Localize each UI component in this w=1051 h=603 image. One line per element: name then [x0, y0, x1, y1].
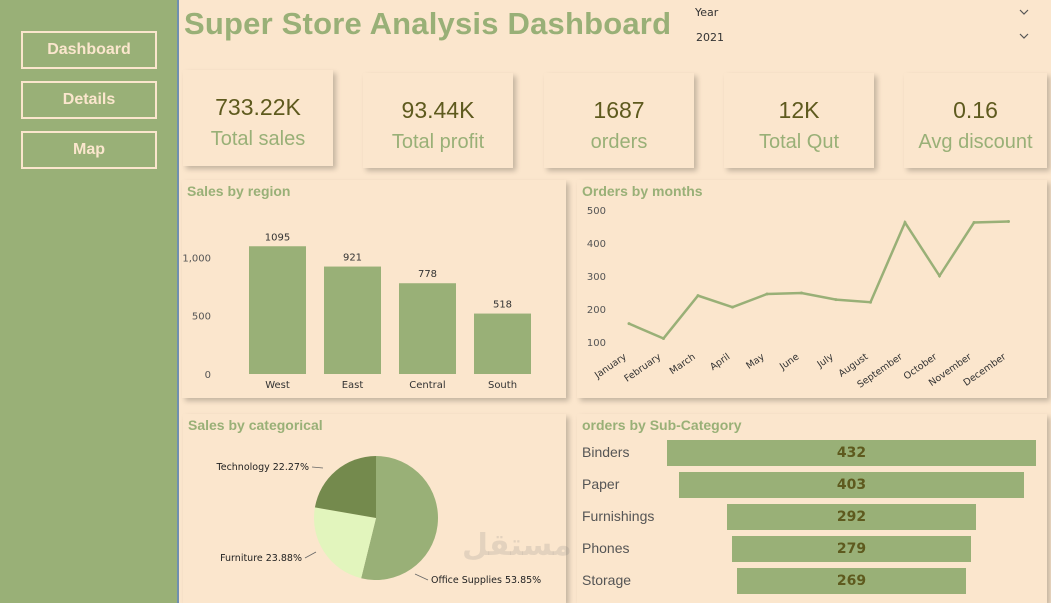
data-point	[1007, 220, 1010, 224]
y-tick-label: 300	[587, 272, 606, 283]
kpi-value: 1687	[593, 97, 645, 123]
x-tick-label: July	[815, 351, 836, 371]
pie-slice	[314, 507, 376, 579]
data-point	[731, 305, 734, 309]
y-tick-label: 1,000	[182, 253, 211, 264]
data-label: 518	[493, 300, 512, 311]
sidebar: Dashboard Details Map	[0, 0, 179, 603]
data-point	[696, 294, 700, 298]
nav-details-button[interactable]: Details	[21, 81, 157, 119]
x-tick-label: East	[342, 380, 364, 391]
x-tick-label: June	[777, 351, 801, 373]
pie-slice	[314, 456, 376, 518]
data-point	[869, 300, 872, 304]
kpi-label: Total profit	[391, 131, 485, 153]
x-tick-label: April	[708, 351, 732, 372]
chevron-down-icon[interactable]	[1019, 7, 1029, 17]
orders-by-months-panel: Orders by months 100 200 300 400 500 January F…	[577, 180, 1047, 398]
kpi-value: 93.44K	[401, 97, 475, 123]
funnel-bar: 269	[736, 568, 967, 594]
kpi-card-avg-discount: 0.16 Avg discount	[904, 73, 1047, 168]
x-tick-label: February	[622, 351, 663, 384]
data-point	[903, 221, 907, 225]
data-point	[627, 322, 631, 326]
kpi-label: orders	[590, 131, 648, 153]
data-point	[972, 221, 976, 225]
slice-label: Technology 22.27%	[216, 462, 309, 473]
panel-title: Sales by categorical	[188, 417, 323, 433]
data-point	[834, 298, 838, 302]
y-tick-label: 200	[587, 305, 606, 316]
funnel-bar: 432	[667, 440, 1036, 466]
subcategory-label: Storage	[582, 572, 632, 588]
data-label: 1095	[265, 232, 290, 243]
chevron-down-icon[interactable]	[1019, 31, 1029, 41]
leader-line	[414, 573, 429, 581]
subcategory-label: Phones	[582, 540, 630, 556]
funnel-bar: 279	[732, 536, 971, 562]
x-tick-label: March	[668, 351, 698, 377]
kpi-card-total-sales: 733.22K Total sales	[183, 70, 333, 166]
series-line	[628, 219, 1009, 340]
leader-line	[304, 551, 317, 559]
kpi-label: Total sales	[210, 128, 306, 150]
bar	[474, 313, 531, 374]
subcategory-label: Binders	[582, 444, 630, 460]
x-tick-label: West	[265, 380, 290, 391]
page-title: Super Store Analysis Dashboard	[184, 6, 672, 41]
y-tick-label: 400	[587, 239, 606, 250]
x-tick-label: South	[488, 380, 517, 391]
bar	[324, 266, 381, 374]
data-label: 921	[343, 253, 362, 264]
data-label: 778	[418, 269, 437, 280]
x-tick-label: May	[744, 351, 767, 371]
data-point	[662, 336, 665, 340]
subcategory-label: Paper	[582, 476, 620, 492]
sales-by-category-panel: Sales by categorical Office Supplies 53.…	[183, 414, 566, 603]
sales-by-region-chart: 0 500 1,000 1095 West 921 East 778 Central 518 Sou…	[182, 232, 531, 391]
kpi-card-orders: 1687 orders	[544, 73, 694, 168]
sales-by-category-chart: Office Supplies 53.85% Furniture 23.88% Te…	[216, 456, 541, 586]
subcategory-label: Furnishings	[582, 508, 655, 524]
funnel-bar: 292	[726, 504, 977, 530]
bar	[249, 246, 306, 374]
y-tick-label: 500	[587, 206, 606, 217]
slice-label: Office Supplies 53.85%	[431, 575, 541, 586]
nav-dashboard-button[interactable]: Dashboard	[21, 31, 157, 69]
nav-map-button[interactable]: Map	[21, 131, 157, 169]
y-tick-label: 100	[587, 338, 606, 349]
bar	[399, 283, 456, 374]
panel-title: Sales by region	[187, 183, 291, 199]
pie-slice	[361, 456, 438, 580]
kpi-value: 733.22K	[215, 94, 301, 120]
orders-by-subcategory-chart: Binders 432 Paper 403 Furnishings 292 Phones 27…	[577, 414, 1047, 603]
panel-title: Orders by months	[582, 183, 703, 199]
kpi-label: Avg discount	[918, 131, 1033, 153]
data-point	[938, 274, 941, 278]
kpi-card-total-profit: 93.44K Total profit	[363, 73, 513, 168]
x-tick-label: Central	[409, 380, 445, 391]
slice-label: Furniture 23.88%	[220, 553, 302, 564]
leader-line	[311, 466, 324, 469]
slicer-value[interactable]: 2021	[696, 31, 724, 44]
y-tick-label: 500	[192, 312, 211, 323]
kpi-label: Total Qut	[758, 131, 840, 153]
slicer-label: Year	[695, 6, 719, 19]
funnel-bar: 403	[679, 472, 1024, 498]
kpi-card-total-qut: 12K Total Qut	[724, 73, 874, 168]
kpi-value: 12K	[778, 97, 820, 123]
orders-by-subcategory-panel: orders by Sub-Category Binders 432 Paper 40…	[577, 414, 1047, 603]
kpi-value: 0.16	[953, 97, 998, 123]
data-point	[765, 292, 769, 296]
panel-title: orders by Sub-Category	[582, 417, 742, 433]
y-tick-label: 0	[205, 370, 211, 381]
year-slicer[interactable]: Year 2021	[690, 0, 1035, 55]
sales-by-region-panel: Sales by region 0 500 1,000 1095 West 921 East…	[182, 180, 566, 398]
data-point	[800, 291, 803, 295]
